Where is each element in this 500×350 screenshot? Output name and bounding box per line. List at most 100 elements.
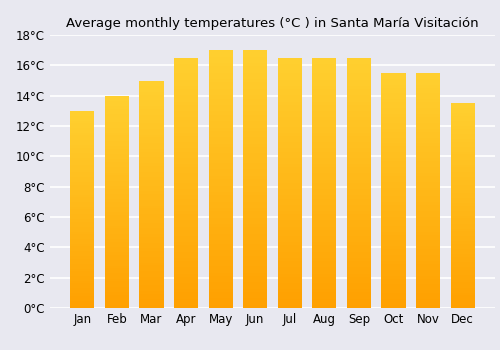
Bar xyxy=(140,134,164,137)
Bar xyxy=(450,119,475,121)
Bar xyxy=(416,211,440,214)
Bar xyxy=(243,176,268,179)
Bar xyxy=(140,297,164,300)
Bar xyxy=(174,271,198,274)
Bar xyxy=(105,273,129,276)
Bar xyxy=(450,262,475,265)
Bar xyxy=(278,111,302,114)
Bar xyxy=(174,239,198,242)
Bar xyxy=(243,192,268,195)
Bar xyxy=(70,219,94,222)
Bar xyxy=(416,105,440,108)
Bar xyxy=(347,80,371,83)
Bar xyxy=(70,273,94,276)
Bar xyxy=(416,108,440,111)
Bar xyxy=(140,240,164,243)
Bar xyxy=(174,142,198,145)
Bar xyxy=(140,265,164,268)
Bar xyxy=(416,179,440,182)
Bar xyxy=(450,216,475,218)
Bar xyxy=(382,267,406,270)
Bar xyxy=(70,138,94,140)
Bar xyxy=(70,291,94,293)
Bar xyxy=(70,163,94,165)
Bar xyxy=(278,114,302,117)
Bar xyxy=(174,189,198,192)
Bar xyxy=(278,148,302,152)
Bar xyxy=(243,86,268,89)
Bar xyxy=(70,249,94,251)
Bar xyxy=(347,242,371,245)
Bar xyxy=(382,293,406,296)
Bar xyxy=(70,241,94,244)
Bar xyxy=(278,261,302,264)
Bar xyxy=(278,98,302,101)
Bar xyxy=(347,133,371,136)
Bar xyxy=(105,287,129,289)
Bar xyxy=(347,161,371,164)
Bar xyxy=(347,274,371,277)
Bar xyxy=(70,177,94,180)
Bar xyxy=(382,182,406,184)
Bar xyxy=(450,113,475,116)
Bar xyxy=(450,142,475,144)
Bar xyxy=(208,140,233,143)
Bar xyxy=(416,261,440,264)
Bar xyxy=(278,208,302,211)
Bar xyxy=(243,234,268,237)
Bar xyxy=(278,95,302,98)
Bar xyxy=(208,266,233,270)
Bar xyxy=(174,83,198,86)
Bar xyxy=(140,95,164,98)
Bar xyxy=(70,195,94,197)
Bar xyxy=(140,274,164,277)
Bar xyxy=(140,257,164,260)
Bar xyxy=(70,237,94,239)
Bar xyxy=(243,282,268,286)
Bar xyxy=(174,264,198,267)
Bar xyxy=(105,149,129,152)
Bar xyxy=(416,281,440,285)
Bar xyxy=(140,203,164,206)
Bar xyxy=(382,276,406,279)
Bar xyxy=(243,50,268,54)
Bar xyxy=(243,250,268,253)
Bar xyxy=(208,124,233,127)
Bar xyxy=(105,104,129,106)
Bar xyxy=(312,98,336,101)
Bar xyxy=(347,299,371,302)
Bar xyxy=(312,177,336,180)
Bar xyxy=(140,118,164,120)
Bar xyxy=(312,108,336,111)
Bar xyxy=(70,222,94,224)
Bar xyxy=(347,258,371,261)
Bar xyxy=(450,288,475,290)
Bar xyxy=(243,124,268,127)
Bar xyxy=(278,86,302,89)
Bar xyxy=(105,236,129,239)
Bar xyxy=(450,241,475,244)
Bar xyxy=(382,296,406,299)
Bar xyxy=(243,295,268,298)
Bar xyxy=(70,128,94,131)
Bar xyxy=(450,244,475,246)
Bar xyxy=(347,186,371,189)
Bar xyxy=(208,76,233,79)
Bar xyxy=(140,172,164,174)
Bar xyxy=(243,279,268,282)
Bar xyxy=(105,154,129,157)
Bar xyxy=(208,202,233,205)
Bar xyxy=(382,105,406,108)
Bar xyxy=(382,246,406,249)
Bar xyxy=(312,145,336,148)
Bar xyxy=(208,273,233,276)
Bar xyxy=(312,255,336,258)
Bar xyxy=(450,290,475,293)
Bar xyxy=(416,129,440,132)
Bar xyxy=(416,76,440,79)
Bar xyxy=(140,169,164,172)
Bar xyxy=(312,195,336,198)
Bar xyxy=(140,146,164,149)
Bar xyxy=(243,186,268,189)
Bar xyxy=(450,139,475,142)
